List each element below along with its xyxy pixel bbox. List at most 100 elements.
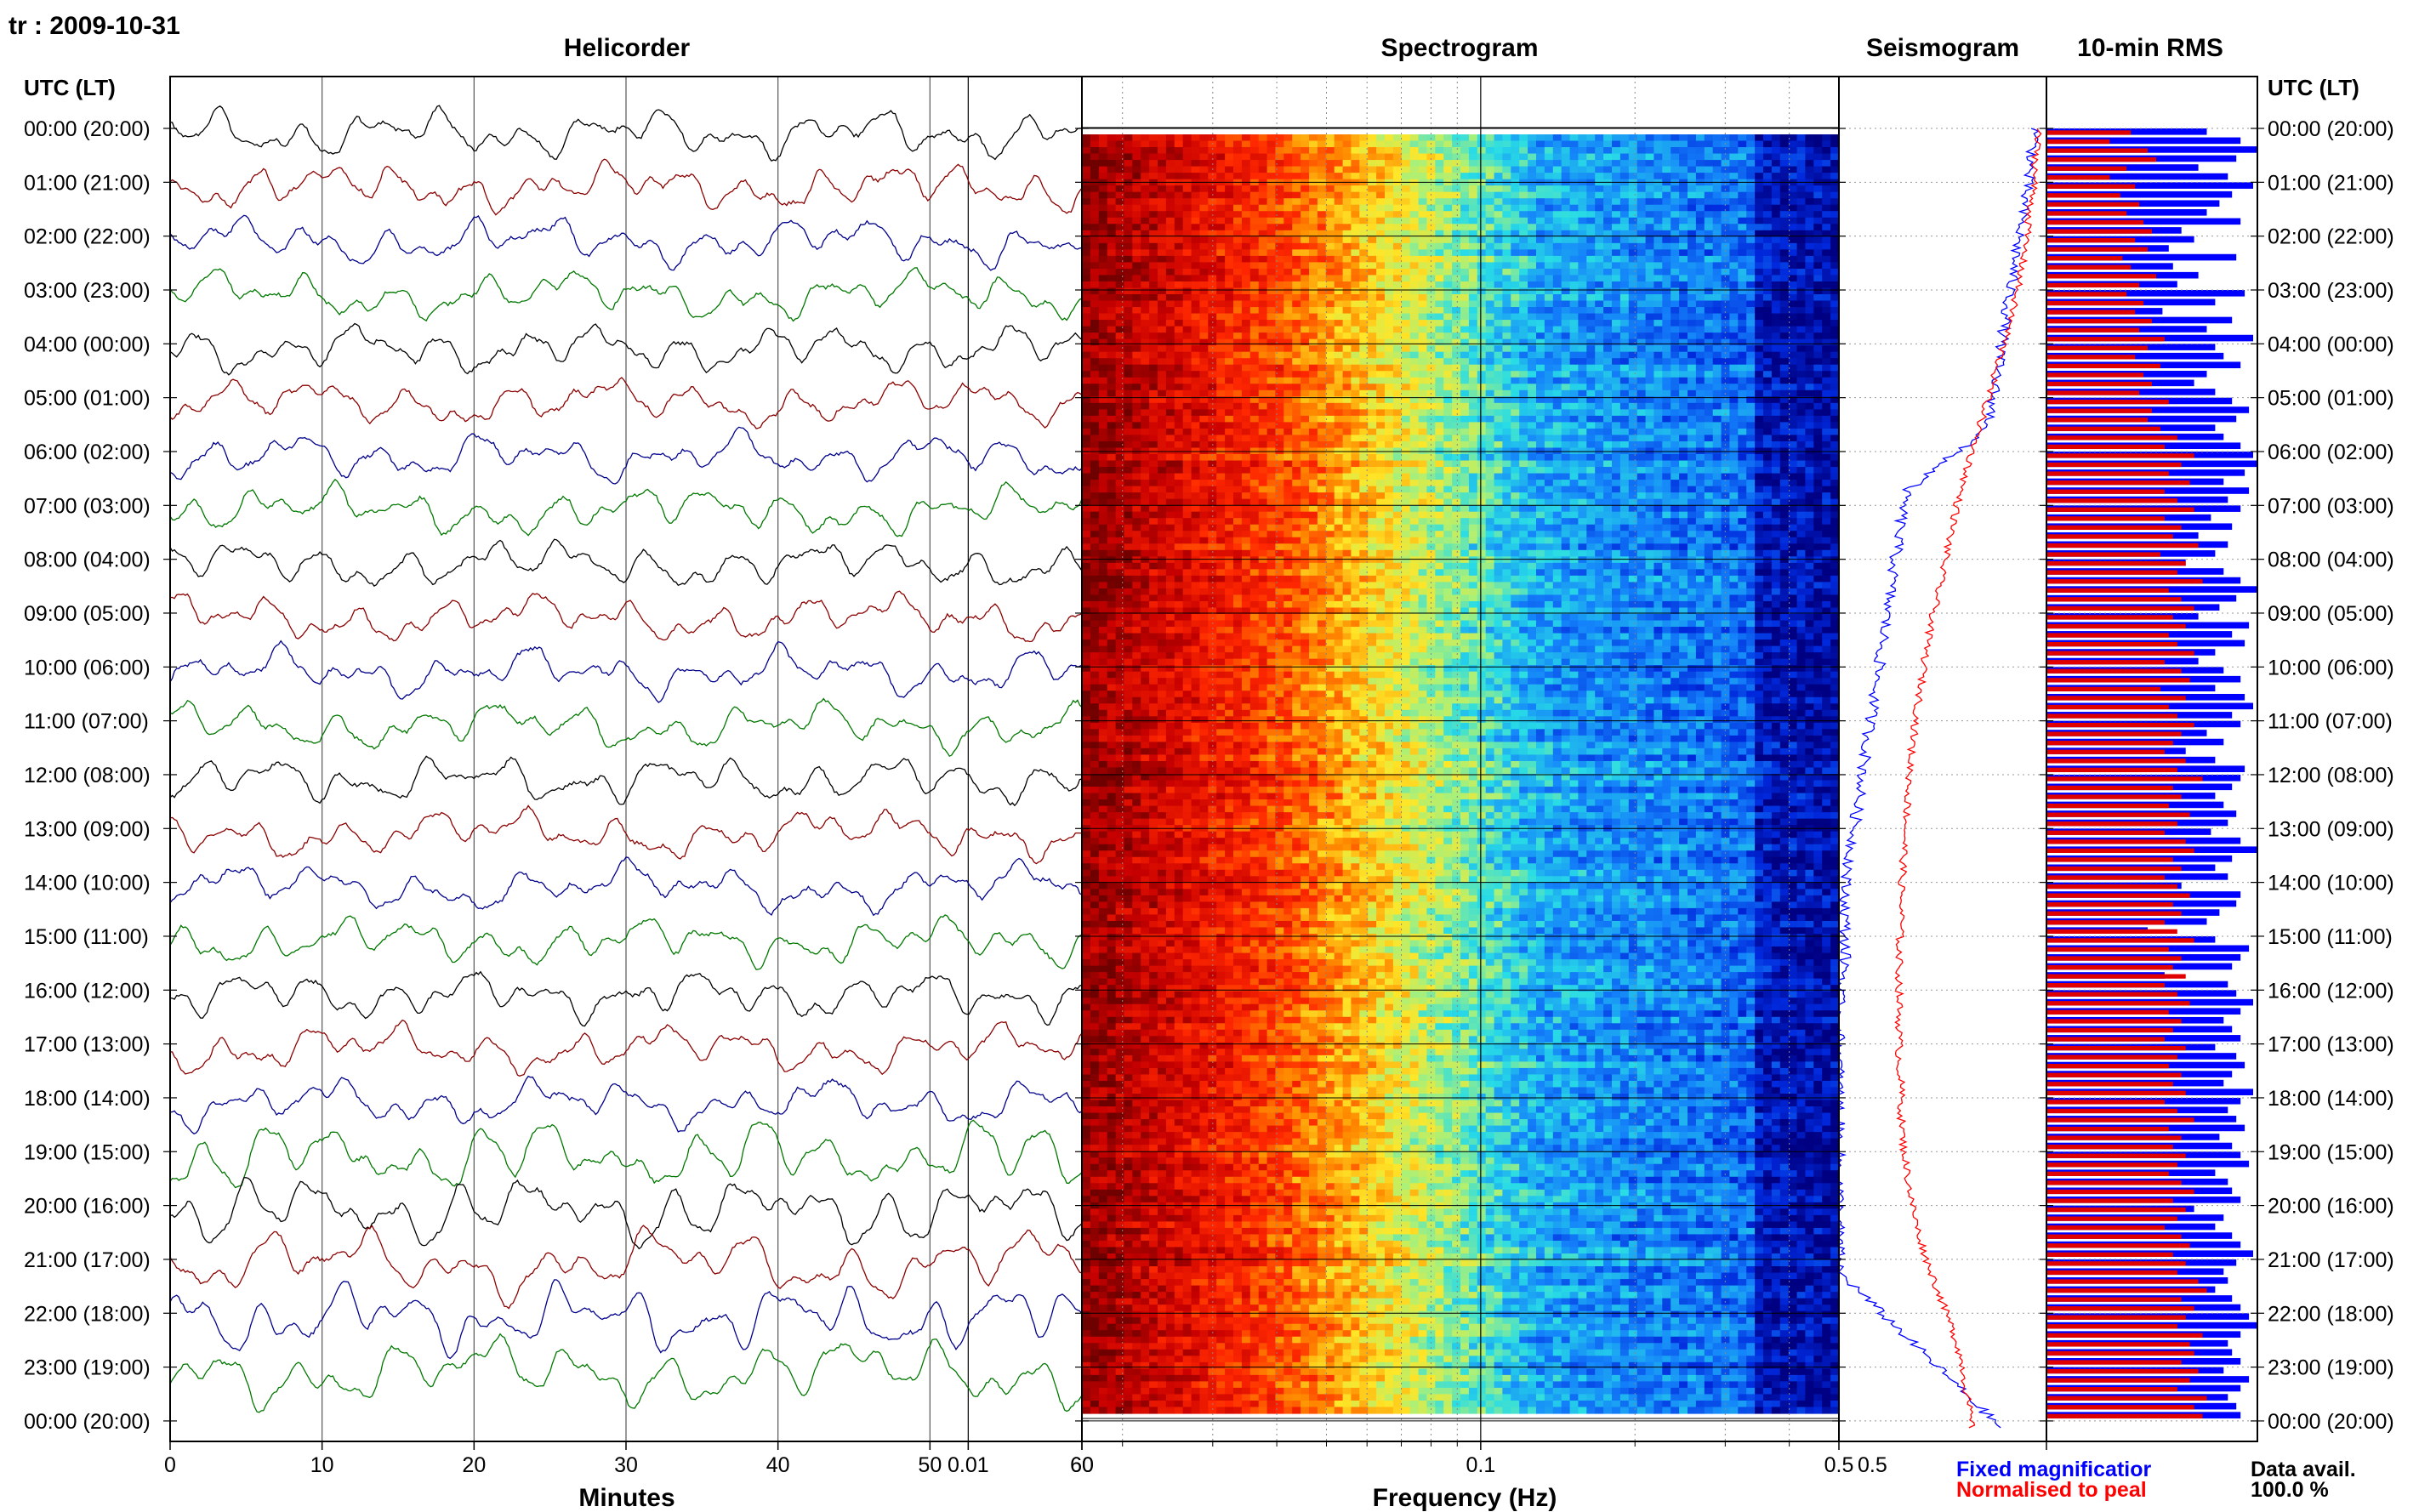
rms-bar-normalised <box>2046 1387 2177 1392</box>
helicorder-trace <box>170 105 1082 162</box>
rms-panel <box>2046 128 2257 1418</box>
rms-bar-normalised <box>2046 282 2140 288</box>
rms-bar-normalised <box>2046 1360 2182 1365</box>
rms-bar-normalised <box>2046 1324 2177 1329</box>
rms-bar-normalised <box>2046 848 2194 853</box>
seismogram-tick-label: 0.5 <box>1858 1453 1887 1477</box>
rms-bar-normalised <box>2046 1045 2186 1051</box>
hour-label-right: 04:00 (00:00) <box>2268 333 2394 356</box>
rms-bar-normalised <box>2046 166 2127 171</box>
rms-bar-normalised <box>2046 1145 2173 1150</box>
rms-bar-normalised <box>2046 1243 2190 1248</box>
helicorder-trace <box>170 377 1082 429</box>
rms-bar-normalised <box>2046 938 2194 943</box>
rms-bar-normalised <box>2046 1225 2165 1231</box>
hour-label-left: 04:00 (00:00) <box>24 333 151 356</box>
rms-bar-normalised <box>2046 156 2156 162</box>
rms-bar-normalised <box>2046 570 2177 575</box>
helicorder-trace <box>170 856 1082 917</box>
rms-bar-normalised <box>2046 1027 2173 1033</box>
rms-bar-normalised <box>2046 1378 2190 1383</box>
legend-fixed-magnification: Fixed magnificatior <box>1956 1458 2151 1481</box>
helicorder-trace <box>170 214 1082 271</box>
data-availability-label: Data avail. <box>2251 1458 2356 1481</box>
rms-bar-normalised <box>2046 651 2194 656</box>
rms-bar-normalised <box>2046 929 2177 934</box>
rms-bar-normalised <box>2046 264 2132 270</box>
hour-label-right: 08:00 (04:00) <box>2268 549 2394 572</box>
rms-bar-normalised <box>2046 911 2182 916</box>
hour-label-right: 00:00 (20:00) <box>2268 1410 2394 1434</box>
hour-label-left: 23:00 (19:00) <box>24 1356 151 1380</box>
rms-bar-normalised <box>2046 274 2156 279</box>
hour-label-right: 13:00 (09:00) <box>2268 817 2394 841</box>
helicorder-trace <box>170 1119 1082 1189</box>
rms-bar-normalised <box>2046 1090 2186 1095</box>
hour-label-right: 03:00 (23:00) <box>2268 279 2394 303</box>
rms-bar-normalised <box>2046 229 2152 234</box>
rms-bar-normalised <box>2046 920 2165 925</box>
helicorder-trace <box>170 322 1082 376</box>
rms-bar-normalised <box>2046 426 2160 431</box>
legend-normalised-to-peak: Normalised to peal <box>1956 1478 2147 1502</box>
rms-bar-normalised <box>2046 776 2203 782</box>
hour-labels-right: 00:00 (20:00) 01:00 (21:00) 02:00 (22:00) 0… <box>2268 117 2394 1434</box>
rms-bar-fixed <box>2046 182 2253 189</box>
hour-label-right: 11:00 (07:00) <box>2268 710 2393 734</box>
hour-label-left: 16:00 (12:00) <box>24 979 151 1003</box>
rms-bar-normalised <box>2046 588 2169 593</box>
hour-label-left: 06:00 (02:00) <box>24 441 151 464</box>
helicorder-x-axis-label: Minutes <box>578 1484 674 1512</box>
rms-bar-normalised <box>2046 1117 2194 1123</box>
rms-bar-normalised <box>2046 1001 2190 1006</box>
hour-label-right: 05:00 (01:00) <box>2268 387 2394 411</box>
helicorder-tick-label: 30 <box>614 1453 638 1477</box>
rms-bar-normalised <box>2046 759 2186 764</box>
hour-label-right: 07:00 (03:00) <box>2268 494 2394 518</box>
hour-label-left: 18:00 (14:00) <box>24 1087 151 1111</box>
rms-bar-normalised <box>2046 1108 2177 1114</box>
rms-bar-normalised <box>2046 139 2110 145</box>
rms-bar-normalised <box>2046 211 2127 216</box>
hour-label-right: 00:00 (20:00) <box>2268 117 2394 141</box>
helicorder-tick-label: 40 <box>766 1453 790 1477</box>
rms-bar-normalised <box>2046 875 2165 880</box>
hour-label-right: 16:00 (12:00) <box>2268 979 2394 1003</box>
rms-bar-normalised <box>2046 597 2182 602</box>
helicorder-trace <box>170 697 1082 758</box>
helicorder-trace <box>170 267 1082 322</box>
rms-bar-normalised <box>2046 660 2165 665</box>
hour-label-left: 00:00 (20:00) <box>24 117 151 141</box>
rms-bar-normalised <box>2046 992 2177 997</box>
rms-bar-fixed <box>2046 209 2207 216</box>
hour-label-right: 17:00 (13:00) <box>2268 1033 2394 1057</box>
rms-bar-normalised <box>2046 408 2152 413</box>
rms-bar-normalised <box>2046 363 2160 369</box>
rms-bar-normalised <box>2046 1180 2182 1185</box>
rms-bar-normalised <box>2046 1100 2165 1105</box>
helicorder-trace <box>170 426 1082 485</box>
seismogram-title: Seismogram <box>1866 34 2019 62</box>
rms-bar-normalised <box>2046 704 2169 710</box>
rms-bar-fixed <box>2046 190 2233 198</box>
rms-bar-normalised <box>2046 1189 2194 1195</box>
rms-bar-normalised <box>2046 1019 2182 1024</box>
seismogram-fixed-trace <box>1839 128 2040 1429</box>
rms-bar-normalised <box>2046 219 2144 225</box>
rms-bar-normalised <box>2046 1252 2173 1257</box>
helicorder-trace <box>170 914 1082 970</box>
hour-label-right: 06:00 (02:00) <box>2268 441 2394 464</box>
rms-bar-normalised <box>2046 525 2182 531</box>
hour-label-left: 13:00 (09:00) <box>24 817 151 841</box>
hour-label-right: 15:00 (11:00) <box>2268 925 2393 949</box>
rms-bar-normalised <box>2046 327 2140 333</box>
spectrogram-title: Spectrogram <box>1380 34 1538 62</box>
rms-bar-normalised <box>2046 633 2169 638</box>
rms-bar-normalised <box>2046 821 2177 827</box>
helicorder-trace <box>170 1279 1082 1360</box>
rms-bar-normalised <box>2046 731 2182 736</box>
rms-bar-normalised <box>2046 713 2177 719</box>
rms-bar-normalised <box>2046 1342 2190 1347</box>
rms-bar-normalised <box>2046 372 2144 378</box>
